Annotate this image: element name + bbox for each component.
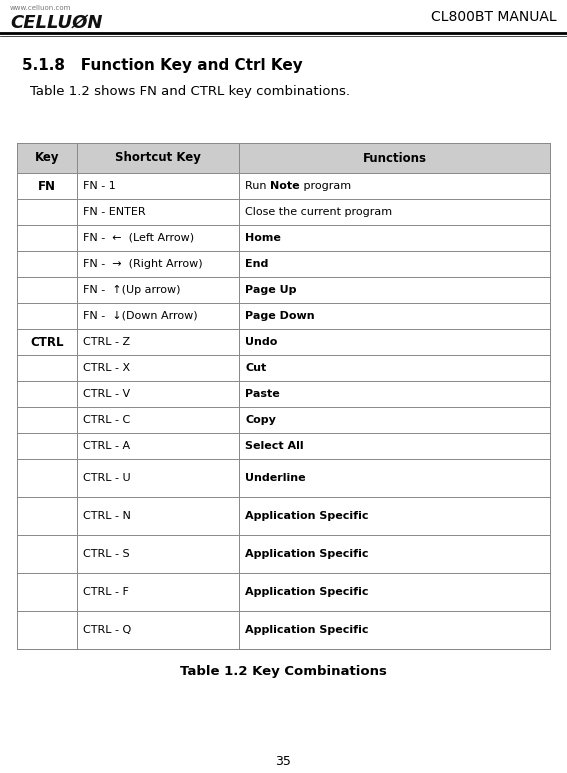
Text: FN -  →  (Right Arrow): FN - → (Right Arrow) — [83, 259, 202, 269]
Text: CTRL - C: CTRL - C — [83, 415, 130, 425]
Text: CTRL - N: CTRL - N — [83, 511, 131, 521]
Bar — [17, 611, 550, 649]
Text: FN - 1: FN - 1 — [83, 181, 116, 191]
Bar — [17, 535, 550, 573]
Bar — [17, 251, 550, 277]
Text: CELLUØN: CELLUØN — [10, 14, 103, 32]
Bar — [17, 199, 550, 225]
Text: Application Specific: Application Specific — [245, 587, 369, 597]
Text: FN - ENTER: FN - ENTER — [83, 207, 146, 217]
Bar — [17, 407, 550, 433]
Text: FN -  ↓(Down Arrow): FN - ↓(Down Arrow) — [83, 311, 198, 321]
Text: Run: Run — [245, 181, 270, 191]
Text: Page Up: Page Up — [245, 285, 297, 295]
Text: Page Down: Page Down — [245, 311, 315, 321]
Text: FN -  ←  (Left Arrow): FN - ← (Left Arrow) — [83, 233, 194, 243]
Text: End: End — [245, 259, 268, 269]
Text: Key: Key — [35, 152, 59, 165]
Text: www.celluon.com: www.celluon.com — [10, 5, 71, 11]
Bar — [17, 381, 550, 407]
Text: Underline: Underline — [245, 473, 306, 483]
Bar — [17, 173, 550, 199]
Text: FN: FN — [38, 179, 56, 192]
Text: CTRL - A: CTRL - A — [83, 441, 130, 451]
Text: 5.1.8   Function Key and Ctrl Key: 5.1.8 Function Key and Ctrl Key — [22, 58, 303, 73]
Text: Application Specific: Application Specific — [245, 625, 369, 635]
Text: Cut: Cut — [245, 363, 266, 373]
Text: Shortcut Key: Shortcut Key — [115, 152, 201, 165]
Text: Select All: Select All — [245, 441, 303, 451]
Text: Table 1.2 shows FN and CTRL key combinations.: Table 1.2 shows FN and CTRL key combinat… — [30, 85, 350, 98]
Text: Application Specific: Application Specific — [245, 511, 369, 521]
Bar — [17, 329, 550, 355]
Text: Undo: Undo — [245, 337, 277, 347]
Text: CTRL - V: CTRL - V — [83, 389, 130, 399]
Text: CTRL - U: CTRL - U — [83, 473, 130, 483]
Text: CL800BT MANUAL: CL800BT MANUAL — [431, 10, 557, 24]
Text: CTRL - X: CTRL - X — [83, 363, 130, 373]
Bar — [17, 143, 550, 173]
Bar — [17, 355, 550, 381]
Text: Application Specific: Application Specific — [245, 549, 369, 559]
Text: CTRL - S: CTRL - S — [83, 549, 130, 559]
Bar — [17, 277, 550, 303]
Bar — [17, 459, 550, 497]
Text: CTRL - F: CTRL - F — [83, 587, 129, 597]
Text: program: program — [299, 181, 351, 191]
Text: Table 1.2 Key Combinations: Table 1.2 Key Combinations — [180, 665, 387, 678]
Text: CTRL: CTRL — [30, 335, 64, 349]
Text: Home: Home — [245, 233, 281, 243]
Bar — [17, 225, 550, 251]
Text: 35: 35 — [276, 755, 291, 768]
Text: FN -  ↑(Up arrow): FN - ↑(Up arrow) — [83, 285, 180, 295]
Bar — [17, 497, 550, 535]
Text: Functions: Functions — [362, 152, 426, 165]
Text: Close the current program: Close the current program — [245, 207, 392, 217]
Bar — [17, 573, 550, 611]
Text: Note: Note — [270, 181, 299, 191]
Text: CTRL - Z: CTRL - Z — [83, 337, 130, 347]
Text: Paste: Paste — [245, 389, 280, 399]
Bar — [17, 303, 550, 329]
Bar — [17, 433, 550, 459]
Text: CTRL - Q: CTRL - Q — [83, 625, 131, 635]
Text: Copy: Copy — [245, 415, 276, 425]
